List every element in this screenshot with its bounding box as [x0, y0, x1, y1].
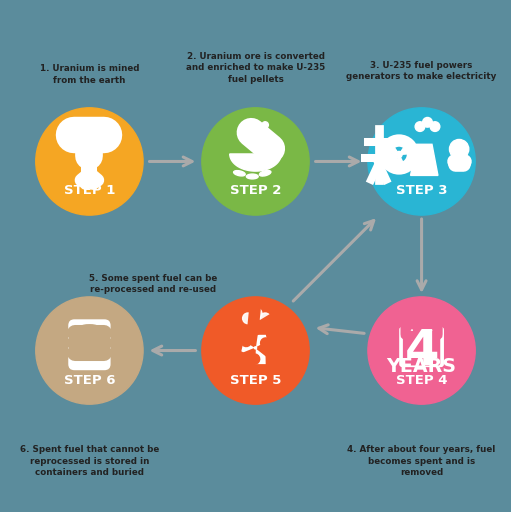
- Circle shape: [243, 313, 253, 324]
- FancyBboxPatch shape: [403, 334, 440, 366]
- Polygon shape: [393, 155, 404, 167]
- Circle shape: [36, 297, 143, 404]
- Polygon shape: [230, 154, 281, 171]
- Text: 6. Spent fuel that cannot be
reprocessed is stored in
containers and buried: 6. Spent fuel that cannot be reprocessed…: [20, 445, 159, 477]
- Polygon shape: [239, 335, 272, 364]
- Circle shape: [247, 129, 255, 136]
- Circle shape: [36, 108, 143, 215]
- Circle shape: [430, 122, 440, 132]
- Ellipse shape: [234, 170, 245, 176]
- Circle shape: [368, 297, 475, 404]
- Ellipse shape: [260, 170, 271, 176]
- Text: 2. Uranium ore is converted
and enriched to make U-235
fuel pellets: 2. Uranium ore is converted and enriched…: [186, 52, 325, 84]
- Text: STEP 4: STEP 4: [396, 374, 447, 387]
- Text: STEP 2: STEP 2: [230, 184, 281, 198]
- Circle shape: [202, 108, 309, 215]
- Text: 4. After about four years, fuel
becomes spent and is
removed: 4. After about four years, fuel becomes …: [347, 445, 496, 477]
- Text: STEP 1: STEP 1: [64, 184, 115, 198]
- FancyBboxPatch shape: [406, 324, 418, 336]
- Text: STEP 5: STEP 5: [230, 374, 281, 387]
- Text: 5. Some spent fuel can be
re-processed and re-used: 5. Some spent fuel can be re-processed a…: [89, 274, 217, 294]
- Circle shape: [423, 117, 432, 127]
- Ellipse shape: [81, 324, 98, 328]
- Circle shape: [252, 122, 259, 128]
- Ellipse shape: [246, 174, 258, 179]
- Circle shape: [262, 122, 268, 128]
- Text: 4: 4: [404, 327, 439, 375]
- Circle shape: [415, 122, 425, 132]
- Polygon shape: [387, 144, 399, 155]
- Text: 1. Uranium is mined
from the earth: 1. Uranium is mined from the earth: [40, 65, 139, 85]
- Text: STEP 6: STEP 6: [64, 374, 115, 387]
- FancyBboxPatch shape: [68, 319, 110, 370]
- Circle shape: [243, 122, 249, 128]
- Circle shape: [396, 152, 402, 158]
- Circle shape: [202, 297, 309, 404]
- Polygon shape: [399, 144, 411, 155]
- Text: STEP 3: STEP 3: [396, 184, 447, 198]
- Polygon shape: [410, 144, 438, 176]
- Circle shape: [251, 308, 262, 319]
- Text: 3. U-235 fuel powers
generators to make electricity: 3. U-235 fuel powers generators to make …: [346, 61, 497, 81]
- Circle shape: [450, 139, 469, 159]
- FancyBboxPatch shape: [425, 324, 437, 336]
- Circle shape: [260, 313, 270, 324]
- Text: YEARS: YEARS: [387, 357, 456, 376]
- Circle shape: [368, 108, 475, 215]
- FancyBboxPatch shape: [399, 327, 444, 367]
- Ellipse shape: [75, 322, 104, 329]
